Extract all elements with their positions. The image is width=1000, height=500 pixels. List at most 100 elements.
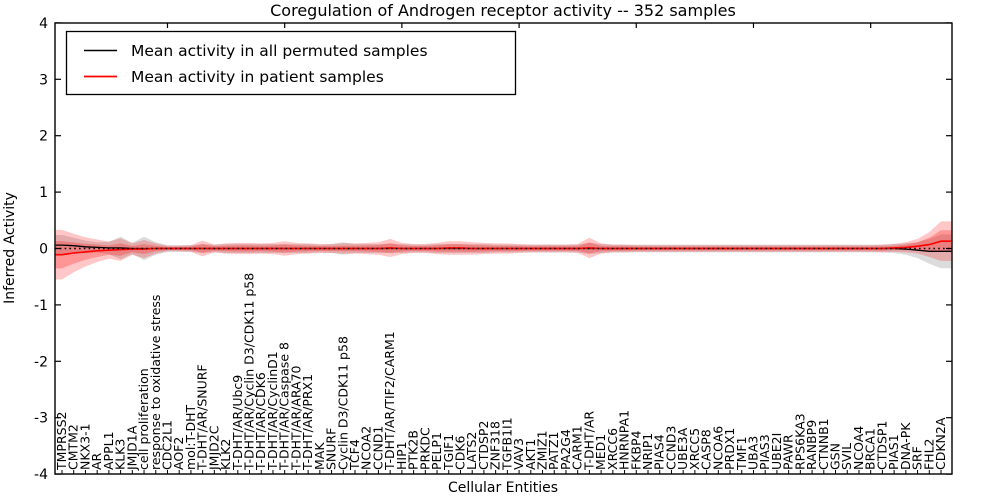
x-tick-label: T-DHT/AR/TIF2/CARM1 bbox=[382, 331, 397, 471]
x-tick-label: PIAS1 bbox=[886, 434, 901, 470]
x-tick-label: T-DHT/AR/PRX1 bbox=[300, 374, 315, 471]
x-tick-label: SRF bbox=[910, 446, 925, 470]
x-tick-label: PAWR bbox=[781, 434, 796, 470]
x-tick-label: MED1 bbox=[593, 434, 608, 470]
x-tick-label: NKX3-1 bbox=[77, 423, 92, 470]
x-tick-label: FKBP4 bbox=[628, 430, 643, 470]
patient-band bbox=[55, 221, 952, 280]
x-tick-label: T-DHT/AR/ARA70 bbox=[288, 365, 303, 471]
x-tick-label: CCND1 bbox=[370, 426, 385, 470]
x-tick-labels: TMPRSS2CMTM2NKX3-1ARAPPL1KLK3JMJD1Acell … bbox=[54, 273, 948, 471]
x-tick-label: KLK2 bbox=[218, 439, 233, 470]
x-tick-label: TGFB1I1 bbox=[499, 417, 514, 471]
x-tick-label: cell proliferation bbox=[136, 368, 151, 470]
x-tick-label: BRCA1 bbox=[863, 428, 878, 470]
x-tick-label: PIAS4 bbox=[652, 434, 667, 470]
x-tick-label: KLK3 bbox=[113, 439, 128, 470]
y-tick-label: 1 bbox=[39, 185, 48, 201]
y-tick-label: -3 bbox=[34, 411, 48, 427]
x-tick-label: HNRNPA1 bbox=[617, 410, 632, 470]
legend: Mean activity in all permuted samples Me… bbox=[65, 30, 517, 96]
legend-label-patient: Mean activity in patient samples bbox=[131, 68, 384, 86]
x-tick-label: AKT1 bbox=[523, 439, 538, 470]
x-tick-label: RPS6KA3 bbox=[792, 413, 807, 470]
y-tick-label: -1 bbox=[34, 298, 48, 314]
x-tick-label: NCOA4 bbox=[851, 426, 866, 470]
legend-box bbox=[65, 30, 517, 96]
x-tick-label: TCF4 bbox=[347, 439, 362, 471]
x-tick-label: UBE3A bbox=[675, 427, 690, 470]
legend-label-permuted: Mean activity in all permuted samples bbox=[131, 42, 428, 60]
x-tick-label: APPL1 bbox=[101, 431, 116, 470]
y-tick-label: 0 bbox=[39, 242, 48, 258]
x-tick-label: CMTM2 bbox=[66, 424, 81, 470]
x-tick-label: SVIL bbox=[839, 443, 854, 470]
x-tick-label: ZMIZ1 bbox=[535, 430, 550, 470]
confidence-bands bbox=[55, 221, 952, 280]
y-tick-label: 2 bbox=[39, 129, 48, 145]
x-tick-label: RANBP9 bbox=[804, 420, 819, 470]
x-tick-label: PA2G4 bbox=[558, 429, 573, 470]
x-tick-label: FHL2 bbox=[921, 438, 936, 470]
x-tick-label: T-DHT/AR bbox=[581, 411, 596, 471]
y-tick-label: -2 bbox=[34, 354, 48, 370]
x-tick-label: XRCC5 bbox=[687, 428, 702, 470]
patient-band-inner bbox=[55, 230, 952, 269]
x-tick-label: T-DHT/AR/CDK6 bbox=[253, 372, 268, 471]
x-tick-label: CDC2L1 bbox=[160, 420, 175, 470]
x-tick-label: TMPRSS2 bbox=[54, 412, 69, 471]
x-tick-label: CCND3 bbox=[663, 426, 678, 470]
x-tick-label: PRKDC bbox=[417, 427, 432, 470]
x-tick-label: DNA-PK bbox=[898, 422, 913, 470]
x-tick-label: CDKN2A bbox=[933, 417, 948, 470]
y-axis-label: Inferred Activity bbox=[2, 192, 18, 304]
y-tick-labels: -4 -3 -2 -1 0 1 2 3 4 bbox=[34, 16, 48, 483]
x-tick-label: ZNF318 bbox=[488, 421, 503, 470]
x-tick-label: LATS2 bbox=[464, 432, 479, 470]
x-tick-label: PATZ1 bbox=[546, 432, 561, 470]
x-tick-label: CDK6 bbox=[453, 435, 468, 470]
x-tick-label: HIP1 bbox=[394, 441, 409, 470]
x-tick-label: mol:T-DHT bbox=[183, 404, 198, 470]
x-tick-label: T-DHT/AR/Cyclin D3/CDK11 p58 bbox=[242, 273, 257, 471]
x-tick-label: UBE2I bbox=[769, 433, 784, 470]
x-tick-label: T-DHT/AR/Ubc9 bbox=[230, 375, 245, 471]
x-tick-label: T-DHT/AR/Caspase 8 bbox=[277, 342, 292, 471]
x-tick-label: AOF2 bbox=[171, 437, 186, 470]
x-tick-label: CASP8 bbox=[699, 429, 714, 470]
x-tick-label: T-DHT/AR/CyclinD1 bbox=[265, 351, 280, 471]
x-tick-label: UBA3 bbox=[746, 436, 761, 470]
y-tick-label: 4 bbox=[39, 16, 48, 32]
chart-title: Coregulation of Androgen receptor activi… bbox=[270, 1, 736, 20]
x-tick-label: AR bbox=[89, 452, 104, 470]
x-tick-label: MAK bbox=[312, 442, 327, 470]
x-axis-label: Cellular Entities bbox=[448, 480, 558, 496]
mean-lines bbox=[55, 240, 952, 256]
plot-area-border bbox=[54, 22, 953, 475]
x-tick-label: NRIP1 bbox=[640, 433, 655, 470]
x-tick-label: VAV3 bbox=[511, 438, 526, 470]
x-tick-label: CTDSP1 bbox=[874, 421, 889, 470]
y-tick-label: -4 bbox=[34, 467, 48, 483]
x-tick-label: XRCC6 bbox=[605, 428, 620, 470]
x-tick-label: PRDX1 bbox=[722, 428, 737, 470]
x-tick-label: CARM1 bbox=[570, 425, 585, 470]
permuted-band bbox=[55, 234, 952, 269]
x-tick-label: T-DHT/AR/SNURF bbox=[195, 364, 210, 471]
x-tick-label: response to oxidative stress bbox=[148, 295, 163, 470]
x-tick-label: TMF1 bbox=[734, 436, 749, 471]
x-tick-label: SNURF bbox=[324, 428, 339, 470]
x-tick-label: PELP1 bbox=[429, 432, 444, 470]
x-tick-label: PIAS3 bbox=[757, 434, 772, 470]
x-tick-label: CTDSP2 bbox=[476, 421, 491, 470]
y-tick-label: 3 bbox=[39, 72, 48, 88]
x-tick-label: JMJD1A bbox=[124, 425, 139, 471]
x-tick-label: PTK2B bbox=[406, 430, 421, 470]
x-tick-label: CTNNB1 bbox=[816, 418, 831, 470]
x-tick-label: GSN bbox=[828, 443, 843, 470]
x-tick-label: Cyclin D3/CDK11 p58 bbox=[335, 336, 350, 470]
x-tick-label: NCOA6 bbox=[710, 426, 725, 470]
x-tick-label: JMJD2C bbox=[206, 425, 221, 471]
